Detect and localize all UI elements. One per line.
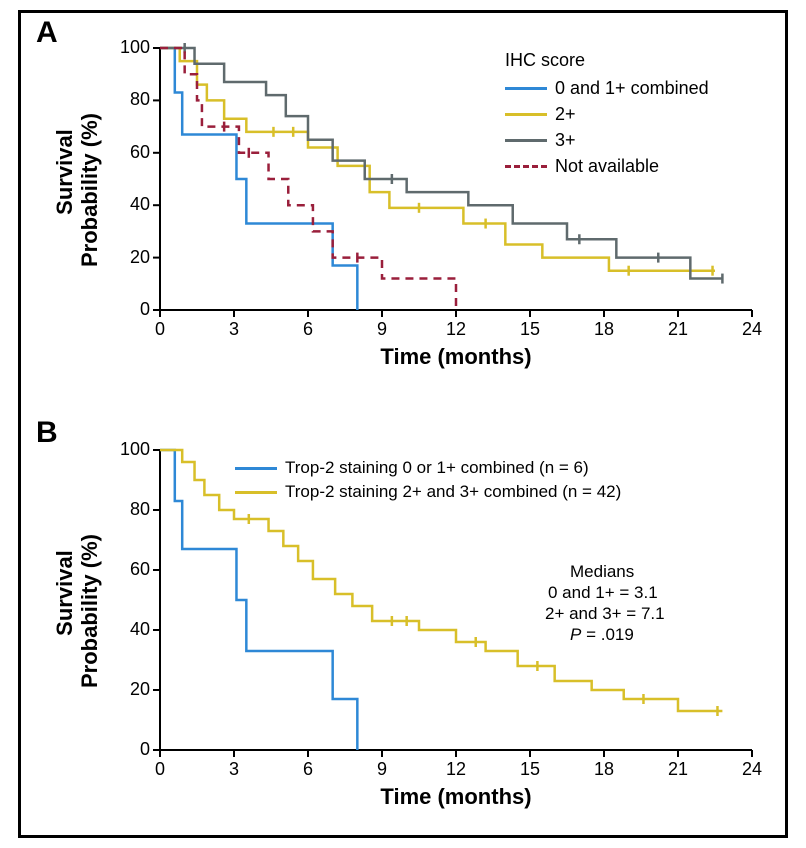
annotation-text: Medians [570,562,634,582]
panel-b-ylabel-1: Survival [52,513,78,673]
panel-b-xlabel: Time (months) [160,784,752,810]
annotation-text: 2+ and 3+ = 7.1 [545,604,665,624]
x-tick-label: 3 [214,759,254,780]
y-tick-label: 20 [108,679,150,700]
legend-item: Trop-2 staining 2+ and 3+ combined (n = … [235,480,621,504]
x-tick-label: 24 [732,759,772,780]
x-tick-label: 12 [436,759,476,780]
y-tick-label: 40 [108,194,150,215]
y-tick-label: 60 [108,142,150,163]
legend-swatch [235,491,277,494]
legend-text: Trop-2 staining 0 or 1+ combined (n = 6) [285,458,589,478]
annotation-text: 0 and 1+ = 3.1 [548,583,658,603]
y-tick-label: 0 [108,739,150,760]
x-tick-label: 21 [658,319,698,340]
y-tick-label: 20 [108,247,150,268]
legend-item: Trop-2 staining 0 or 1+ combined (n = 6) [235,456,621,480]
y-tick-label: 40 [108,619,150,640]
x-tick-label: 6 [288,319,328,340]
y-tick-label: 0 [108,299,150,320]
panel-b-plot [0,0,806,848]
x-tick-label: 3 [214,319,254,340]
x-tick-label: 18 [584,319,624,340]
x-tick-label: 24 [732,319,772,340]
y-tick-label: 80 [108,499,150,520]
x-tick-label: 18 [584,759,624,780]
x-tick-label: 15 [510,319,550,340]
x-tick-label: 21 [658,759,698,780]
panel-b-ylabel-2: Probability (%) [77,531,103,691]
x-tick-label: 15 [510,759,550,780]
x-tick-label: 9 [362,319,402,340]
y-tick-label: 100 [108,439,150,460]
x-tick-label: 12 [436,319,476,340]
y-tick-label: 100 [108,37,150,58]
y-tick-label: 80 [108,89,150,110]
x-tick-label: 0 [140,319,180,340]
y-tick-label: 60 [108,559,150,580]
annotation-text: P = .019 [570,625,634,645]
panel-b-legend: Trop-2 staining 0 or 1+ combined (n = 6)… [235,456,621,504]
x-tick-label: 9 [362,759,402,780]
legend-text: Trop-2 staining 2+ and 3+ combined (n = … [285,482,621,502]
x-tick-label: 0 [140,759,180,780]
x-tick-label: 6 [288,759,328,780]
figure-container: A Survival Probability (%) Time (months)… [0,0,806,848]
legend-swatch [235,467,277,470]
